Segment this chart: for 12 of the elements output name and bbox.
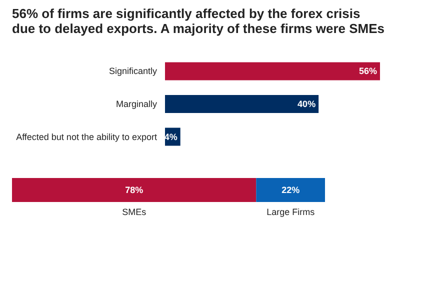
text: 56% of firms are significantly affected by the forex crisis [12,6,360,21]
data-label: 56% [358,66,377,76]
data-label: 4% [164,132,178,142]
series-label: Large Firms [266,207,316,217]
data-label: 40% [298,99,316,109]
y-tick-label: Marginally [116,99,158,109]
data-label: 78% [125,185,144,195]
series-label: SMEs [122,207,147,217]
y-tick-label: Affected but not the ability to export [16,132,158,142]
text: due to delayed exports. A majority of these firms were SMEs [12,21,385,36]
y-tick-label: Significantly [108,66,158,76]
data-label: 22% [282,185,300,195]
